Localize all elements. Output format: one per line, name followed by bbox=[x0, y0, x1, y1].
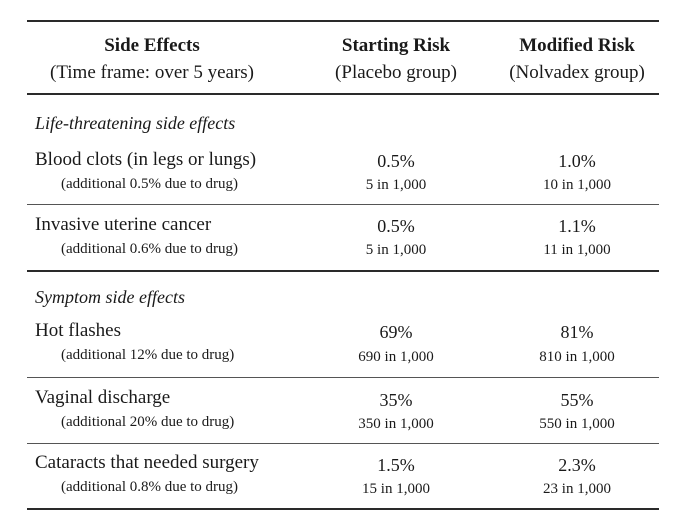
row-name: Blood clots (in legs or lungs) bbox=[35, 149, 257, 170]
header-starting-risk: Starting Risk (Placebo group) bbox=[335, 32, 457, 86]
row-name: Vaginal discharge bbox=[35, 387, 171, 408]
header-side-effects: Side Effects (Time frame: over 5 years) bbox=[50, 32, 254, 86]
starting-risk-count: 5 in 1,000 bbox=[365, 177, 427, 193]
section-divider bbox=[27, 270, 659, 272]
row-note: (additional 0.8% due to drug) bbox=[61, 479, 239, 495]
row-note: (additional 0.5% due to drug) bbox=[61, 176, 239, 192]
row-name: Invasive uterine cancer bbox=[35, 214, 212, 235]
table-top-rule bbox=[27, 20, 659, 22]
starting-risk-percent: 0.5% bbox=[377, 216, 415, 236]
modified-risk-percent: 81% bbox=[560, 322, 594, 342]
table-bottom-rule bbox=[27, 508, 659, 510]
starting-risk-percent: 1.5% bbox=[377, 455, 415, 475]
row-divider bbox=[27, 377, 659, 378]
header-side-effects-subtitle: (Time frame: over 5 years) bbox=[49, 62, 255, 83]
starting-risk-count: 5 in 1,000 bbox=[365, 242, 427, 258]
row-note: (additional 0.6% due to drug) bbox=[61, 241, 239, 257]
starting-risk-percent: 69% bbox=[379, 322, 413, 342]
starting-risk-count: 350 in 1,000 bbox=[358, 416, 434, 432]
row-divider bbox=[27, 204, 659, 205]
starting-risk-count: 690 in 1,000 bbox=[358, 349, 434, 365]
header-modified-risk-title: Modified Risk bbox=[519, 35, 635, 56]
row-name: Cataracts that needed surgery bbox=[35, 452, 259, 473]
starting-risk-percent: 35% bbox=[379, 390, 413, 410]
row-name: Hot flashes bbox=[35, 320, 122, 341]
modified-risk-count: 23 in 1,000 bbox=[543, 481, 611, 497]
modified-risk-count: 10 in 1,000 bbox=[543, 177, 611, 193]
section-title-symptom: Symptom side effects bbox=[35, 287, 185, 307]
row-note: (additional 20% due to drug) bbox=[61, 414, 235, 430]
modified-risk-percent: 2.3% bbox=[558, 455, 596, 475]
header-modified-risk-subtitle: (Nolvadex group) bbox=[509, 62, 645, 83]
header-modified-risk: Modified Risk (Nolvadex group) bbox=[509, 32, 645, 86]
header-side-effects-title: Side Effects bbox=[104, 35, 200, 56]
modified-risk-percent: 55% bbox=[560, 390, 594, 410]
section-title-life-threatening: Life-threatening side effects bbox=[35, 113, 236, 133]
header-starting-risk-subtitle: (Placebo group) bbox=[335, 62, 457, 83]
row-note: (additional 12% due to drug) bbox=[61, 347, 235, 363]
modified-risk-count: 550 in 1,000 bbox=[539, 416, 615, 432]
header-starting-risk-title: Starting Risk bbox=[341, 35, 451, 56]
header-bottom-rule bbox=[27, 93, 659, 95]
modified-risk-percent: 1.0% bbox=[558, 151, 596, 171]
row-divider bbox=[27, 443, 659, 444]
modified-risk-count: 810 in 1,000 bbox=[539, 349, 615, 365]
modified-risk-count: 11 in 1,000 bbox=[543, 242, 611, 258]
starting-risk-count: 15 in 1,000 bbox=[362, 481, 430, 497]
starting-risk-percent: 0.5% bbox=[377, 151, 415, 171]
modified-risk-percent: 1.1% bbox=[558, 216, 596, 236]
